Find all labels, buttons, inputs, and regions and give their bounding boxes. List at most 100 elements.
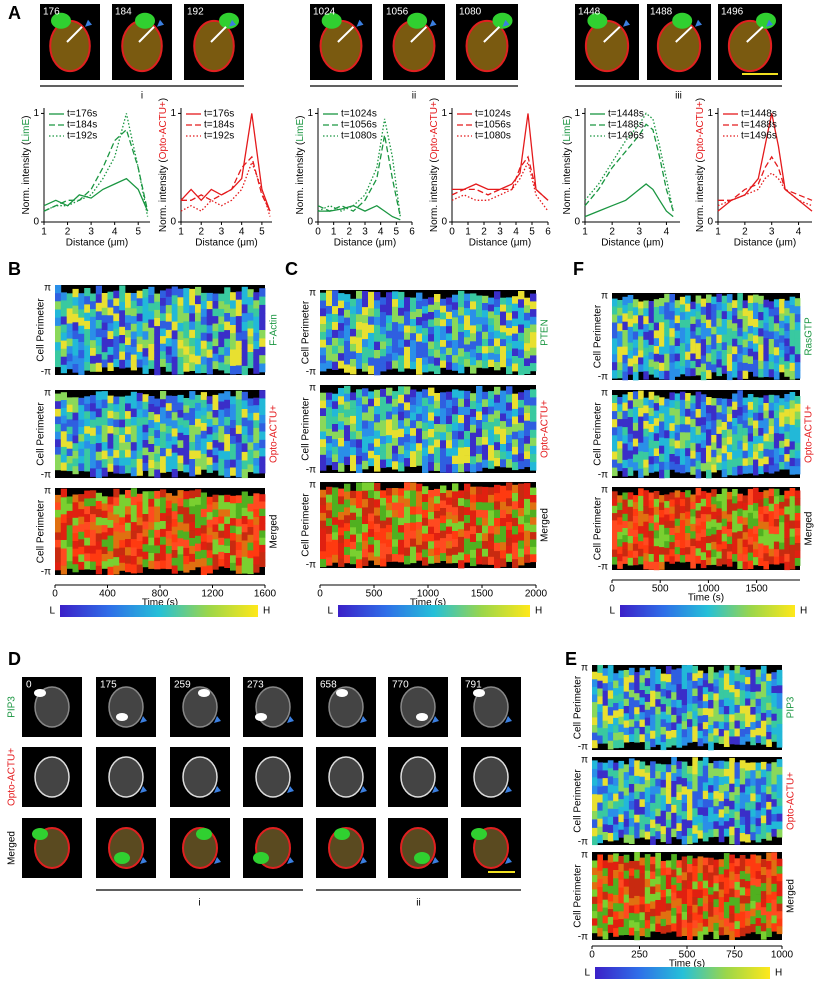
y-label-part: LimE: [562, 119, 573, 142]
kymograph-cell: [624, 879, 630, 887]
kymograph-cell: [685, 320, 691, 328]
kymograph-cell: [84, 304, 90, 313]
kymograph-cell: [230, 412, 236, 420]
kymograph-cell: [476, 317, 482, 325]
kymograph-cell: [617, 547, 623, 555]
kymograph-cell: [722, 557, 728, 565]
kymograph-cell: [608, 809, 614, 818]
kymograph-cell: [350, 432, 356, 440]
kymograph-cell: [242, 331, 248, 340]
kymograph-cell: [713, 700, 719, 707]
kymograph-cell: [753, 327, 759, 336]
kymograph-cell: [55, 359, 61, 368]
kymograph-cell: [745, 720, 751, 728]
kymograph-cell: [108, 347, 114, 355]
kymograph-cell: [756, 826, 762, 834]
kymograph-cell: [404, 491, 410, 500]
kymograph-cell: [410, 362, 416, 370]
kymograph-cell: [645, 710, 651, 718]
kymograph-cell: [769, 465, 775, 473]
kymograph-cell: [356, 314, 362, 322]
kymograph-cell: [696, 495, 702, 503]
kymograph-cell: [680, 465, 686, 474]
kymograph-cell: [488, 495, 494, 503]
kymograph-cell: [125, 396, 131, 404]
kymograph-cell: [592, 861, 598, 869]
kymograph-cell: [711, 327, 717, 335]
kymograph-cell: [143, 463, 149, 471]
kymograph-cell: [131, 324, 137, 332]
kymograph-cell: [743, 540, 749, 548]
kymograph-cell: [55, 540, 61, 548]
kymograph-cell: [711, 319, 717, 327]
kymograph-cell: [350, 527, 356, 535]
kymograph-cell: [613, 832, 619, 840]
kymograph-cell: [687, 828, 693, 836]
kymograph-cell: [612, 528, 618, 536]
kymograph-cell: [758, 499, 764, 507]
kymograph-cell: [344, 341, 350, 349]
kymograph-cell: [735, 762, 741, 771]
kymograph-cell: [633, 299, 639, 308]
kymograph-cell: [727, 544, 733, 552]
kymograph-cell: [350, 505, 356, 513]
kymograph-cell: [753, 436, 759, 444]
kymograph-cell: [108, 411, 114, 419]
kymograph-cell: [440, 531, 446, 539]
kymograph-cell: [779, 448, 785, 456]
kymograph-cell: [404, 311, 410, 319]
kymograph-cell: [685, 393, 691, 401]
kymograph-cell: [90, 506, 96, 514]
kymograph-cell: [675, 490, 681, 498]
kymograph-cell: [608, 741, 614, 750]
kymograph-cell: [166, 523, 172, 531]
kymograph-cell: [732, 394, 738, 403]
kymograph-cell: [113, 344, 119, 352]
kymograph-cell: [698, 931, 704, 940]
kymograph-cell: [761, 899, 767, 907]
kymograph-cell: [242, 340, 248, 349]
kymograph-cell: [613, 895, 619, 904]
y-axis-label: Norm. intensity (LimE): [21, 116, 32, 215]
kymograph-cell: [719, 905, 725, 913]
kymograph-cell: [178, 331, 184, 340]
kymograph-cell: [78, 517, 84, 525]
y-axis-label: Cell Perimeter: [593, 496, 604, 560]
kymograph-cell: [732, 346, 738, 354]
kymograph-cell: [753, 360, 759, 369]
kymograph-cell: [703, 881, 709, 889]
kymograph-cell: [622, 500, 628, 508]
x-tick-label: 0: [52, 589, 58, 600]
kymograph-cell: [649, 408, 655, 417]
kymograph-cell: [500, 486, 506, 495]
kymograph-cell: [416, 358, 422, 367]
kymograph-cell: [628, 425, 634, 434]
kymograph-cell: [675, 331, 681, 339]
kymograph-cell: [119, 404, 125, 412]
kymograph-cell: [494, 450, 500, 458]
kymograph-cell: [624, 927, 630, 935]
kymograph-cell: [446, 326, 452, 334]
kymograph-cell: [61, 400, 67, 408]
kymograph-cell: [696, 296, 702, 304]
kymograph-cell: [654, 448, 660, 456]
kymograph-cell: [67, 434, 73, 442]
kymograph-cell: [638, 302, 644, 309]
kymograph-cell: [737, 561, 743, 569]
kymograph-cell: [73, 466, 79, 474]
kymograph-cell: [160, 456, 166, 465]
kymograph-cell: [368, 514, 374, 522]
kymograph-cell: [711, 304, 717, 312]
kymograph-cell: [102, 468, 108, 477]
kymograph-cell: [722, 526, 728, 534]
kymograph-cell: [410, 547, 416, 555]
kymograph-cell: [727, 294, 733, 303]
kymograph-cell: [613, 763, 619, 771]
kymograph-cell: [612, 346, 618, 354]
kymograph-cell: [482, 526, 488, 534]
kymograph-cell: [410, 459, 416, 467]
kymograph-cell: [380, 551, 386, 559]
kymograph-cell: [769, 316, 775, 324]
kymograph-cell: [761, 697, 767, 705]
kymograph-cell: [143, 522, 149, 530]
